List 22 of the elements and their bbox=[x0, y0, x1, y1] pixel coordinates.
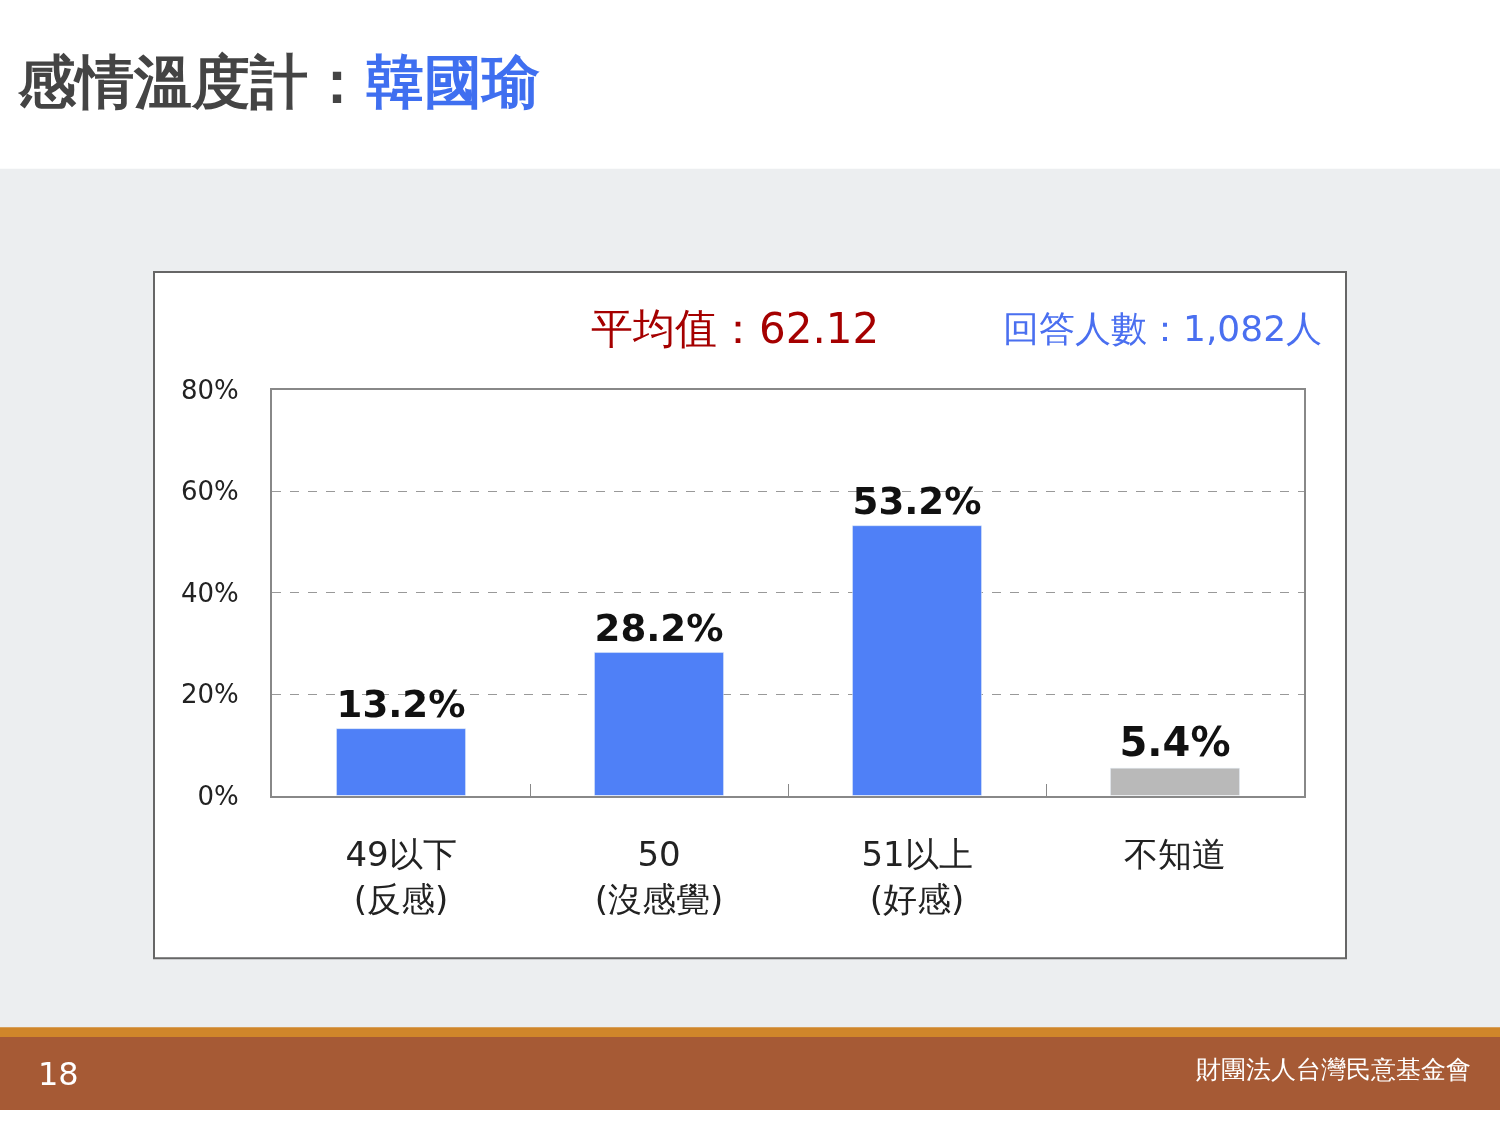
x-tick-label: 51以上 (好感) bbox=[861, 834, 973, 919]
data-label: 53.2% bbox=[852, 479, 982, 524]
text: 平均值：62.12 bbox=[591, 304, 880, 353]
bar bbox=[336, 728, 466, 796]
x-tick-label: 50 (沒感覺) bbox=[594, 834, 724, 919]
bar bbox=[852, 525, 982, 796]
text: 回答人數：1,082人 bbox=[1003, 308, 1323, 349]
bar bbox=[1110, 767, 1240, 796]
y-tick-label: 40% bbox=[181, 577, 239, 608]
chart-title: 感情溫度計：韓國瑜 bbox=[17, 48, 540, 117]
data-label: 5.4% bbox=[1119, 719, 1231, 766]
x-tick-label: 不知道 bbox=[1124, 834, 1226, 875]
y-tick-label: 20% bbox=[181, 679, 239, 710]
data-label: 13.2% bbox=[336, 682, 466, 727]
data-label: 28.2% bbox=[594, 606, 724, 651]
text: 18 bbox=[38, 1055, 79, 1093]
bar bbox=[594, 652, 724, 796]
y-tick-label: 0% bbox=[197, 780, 239, 811]
x-tick-label: 49以下 (反感) bbox=[345, 834, 457, 919]
y-tick-label: 80% bbox=[181, 374, 239, 405]
y-tick-label: 60% bbox=[181, 476, 239, 507]
text: 財團法人台灣民意基金會 bbox=[1196, 1055, 1471, 1084]
